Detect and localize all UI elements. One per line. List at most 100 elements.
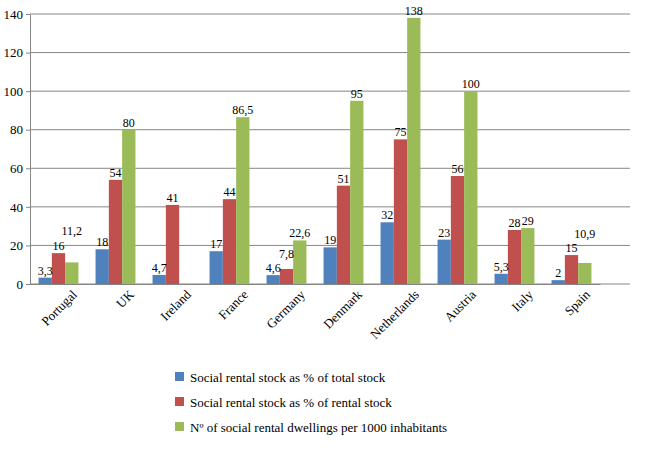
y-tick: 20 [10, 238, 30, 253]
bar [223, 199, 236, 284]
grid-line [30, 14, 630, 15]
y-tick: 120 [4, 45, 31, 60]
data-label: 54 [110, 166, 122, 180]
y-tick: 0 [17, 277, 31, 292]
x-tick-label: Netherlands [367, 287, 422, 342]
bar [394, 139, 407, 284]
data-label: 5,3 [494, 260, 509, 274]
y-axis-line [30, 15, 31, 285]
data-label: 15 [566, 241, 578, 255]
data-label: 17 [210, 237, 222, 251]
x-tick: Portugal [38, 284, 80, 329]
y-tick-label: 0 [17, 277, 24, 292]
x-tick: UK [113, 284, 137, 311]
y-tick: 100 [4, 84, 31, 99]
data-label: 95 [351, 87, 363, 101]
y-tick-mark [26, 168, 30, 169]
y-tick-mark [26, 284, 30, 285]
bar-series [65, 18, 591, 284]
data-label: 18 [96, 235, 108, 249]
y-tick-mark [26, 130, 30, 131]
bar [578, 263, 591, 284]
bar [381, 222, 394, 284]
x-tick: Germany [263, 284, 308, 332]
x-tick: Spain [561, 284, 593, 318]
y-tick-label: 100 [4, 84, 24, 99]
x-axis-line [31, 284, 601, 285]
grid-line [30, 129, 630, 130]
bars [39, 18, 592, 284]
bar [39, 278, 52, 284]
data-label: 4,6 [266, 261, 281, 275]
data-label: 86,5 [232, 103, 253, 117]
grid-line [30, 52, 630, 53]
y-tick-label: 140 [4, 7, 24, 22]
data-label: 23 [438, 226, 450, 240]
data-label: 29 [522, 214, 534, 228]
x-tick-label: Ireland [157, 287, 194, 324]
x-tick: France [215, 284, 251, 322]
legend-swatch [175, 372, 184, 381]
x-tick: Netherlands [367, 284, 422, 342]
bar [438, 240, 451, 284]
bar [407, 18, 420, 284]
y-tick-mark [26, 207, 30, 208]
x-axis: Portugal UK Ireland France Germany DenmarkNet… [31, 284, 601, 342]
bar [521, 228, 534, 284]
bar [166, 205, 179, 284]
y-tick-label: 20 [10, 238, 23, 253]
data-label: 10,9 [574, 227, 595, 241]
grid [30, 14, 630, 284]
x-tick: Denmark [320, 284, 365, 332]
bar [451, 176, 464, 284]
legend-swatch [175, 422, 184, 431]
bar [508, 230, 521, 284]
y-tick: 40 [10, 200, 30, 215]
x-tick-label: Portugal [38, 287, 80, 329]
y-tick-label: 80 [10, 122, 23, 137]
data-label: 80 [123, 116, 135, 130]
x-tick-label: UK [113, 286, 137, 310]
data-label: 16 [53, 239, 65, 253]
y-tick: 140 [4, 7, 31, 22]
bar [324, 247, 337, 284]
data-label: 51 [338, 172, 350, 186]
data-label: 138 [405, 4, 423, 18]
bar [565, 255, 578, 284]
legend-swatch [175, 397, 184, 406]
y-tick-mark [26, 14, 30, 15]
y-tick-mark [26, 245, 30, 246]
bar [109, 180, 122, 284]
legend: Social rental stock as % of total stockS… [175, 370, 447, 435]
data-label: 3,3 [38, 264, 53, 278]
y-tick-label: 40 [10, 200, 23, 215]
y-tick: 80 [10, 122, 30, 137]
x-tick-label: Austria [441, 287, 479, 325]
data-labels: 3,31611,21854804,741174486,54,67,822,619… [38, 4, 596, 280]
bar [96, 249, 109, 284]
x-tick: Ireland [157, 284, 194, 323]
y-tick-mark [26, 91, 30, 92]
x-tick-label: Italy [509, 287, 537, 315]
x-tick-label: Spain [561, 287, 593, 319]
grid-line [30, 91, 630, 92]
bar [464, 91, 477, 284]
data-label: 28 [509, 216, 521, 230]
bar [337, 186, 350, 284]
data-label: 2 [555, 266, 561, 280]
bar [65, 262, 78, 284]
x-tick-label: France [215, 287, 251, 323]
y-tick-mark [26, 53, 30, 54]
bar [153, 275, 166, 284]
data-label: 19 [324, 233, 336, 247]
data-label: 32 [381, 208, 393, 222]
data-label: 4,7 [152, 261, 167, 275]
bar [495, 274, 508, 284]
data-label: 11,2 [62, 224, 83, 238]
data-label: 75 [395, 125, 407, 139]
y-tick-label: 60 [10, 161, 23, 176]
x-tick: Austria [441, 284, 479, 325]
data-label: 44 [224, 185, 236, 199]
bar [122, 130, 135, 284]
bar [267, 275, 280, 284]
